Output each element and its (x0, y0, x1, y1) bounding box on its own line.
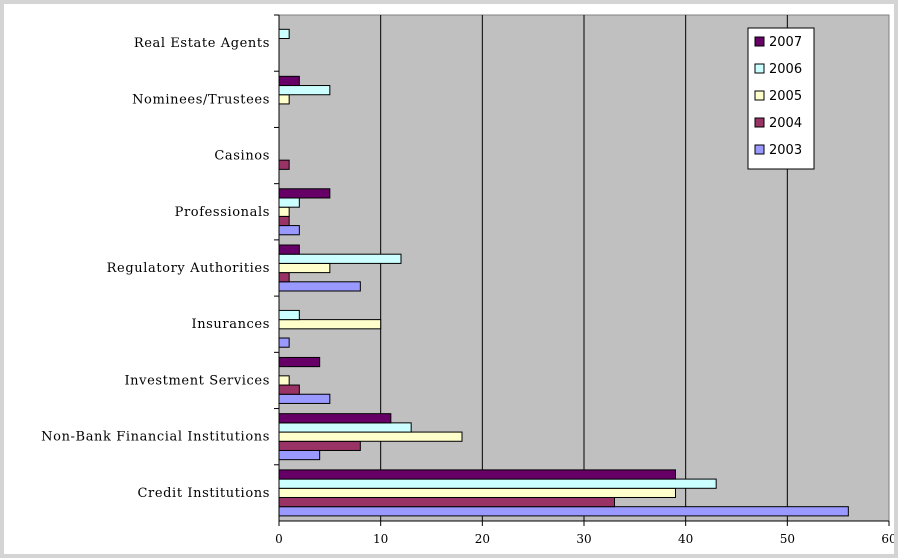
chart-frame: 0 10 20 30 40 50 60 Credit Institutions Non-Bank… (4, 4, 894, 554)
bar-2003 (278, 393, 331, 404)
bar-2004 (278, 496, 615, 508)
bar-2003 (278, 449, 321, 461)
bar-chart: 0 10 20 30 40 50 60 Credit Institutions Non-Bank… (41, 14, 894, 546)
category-label: Non-Bank Financial Institutions (41, 430, 270, 445)
legend-label: 2006 (769, 62, 802, 77)
bar-2003 (278, 506, 849, 517)
category-label: Credit Institutions (137, 486, 270, 501)
bar-2006 (278, 197, 300, 208)
bar-2007 (278, 244, 300, 255)
legend-label: 2004 (769, 116, 802, 131)
x-tick-label: 20 (475, 532, 490, 546)
bar-2006 (278, 85, 331, 96)
bar-2005 (278, 262, 331, 274)
legend-label: 2003 (769, 143, 802, 158)
bar-2007 (278, 413, 392, 424)
x-tick-label: 60 (881, 532, 894, 546)
category-label: Regulatory Authorities (107, 261, 270, 276)
legend-swatch (754, 144, 765, 155)
category-label: Casinos (214, 149, 270, 164)
legend-swatch (754, 117, 765, 128)
bar-2006 (278, 309, 300, 321)
category-label: Investment Services (124, 373, 270, 388)
legend-swatch (754, 63, 765, 74)
bar-2003 (278, 225, 300, 236)
bar-2004 (278, 272, 290, 283)
bar-2004 (278, 215, 290, 227)
bar-2006 (278, 422, 412, 433)
legend-label: 2007 (769, 35, 802, 50)
bar-2007 (278, 75, 300, 87)
x-tick-label: 30 (576, 532, 591, 546)
category-label: Professionals (175, 205, 270, 220)
bar-2005 (278, 319, 382, 330)
legend-swatch (754, 90, 765, 101)
bar-2003 (278, 281, 361, 292)
x-tick-label: 10 (373, 532, 388, 546)
bar-2005 (278, 487, 676, 498)
bar-2003 (278, 337, 290, 348)
bar-2006 (278, 28, 290, 40)
bar-2007 (278, 188, 331, 199)
bar-2005 (278, 206, 290, 217)
bar-2004 (278, 440, 361, 451)
bar-2005 (278, 431, 463, 442)
category-label: Insurances (191, 317, 270, 332)
bar-2007 (278, 469, 676, 480)
legend-label: 2005 (769, 89, 802, 104)
x-tick-label: 50 (780, 532, 795, 546)
bar-2006 (278, 253, 402, 264)
x-tick-label: 0 (275, 532, 283, 546)
category-label: Real Estate Agents (134, 36, 270, 51)
bar-2004 (278, 384, 300, 395)
legend-swatch (754, 36, 765, 47)
bar-2007 (278, 356, 321, 368)
category-label: Nominees/Trustees (132, 92, 270, 107)
x-tick-label: 40 (678, 532, 693, 546)
bar-2006 (278, 478, 717, 489)
bar-2005 (278, 94, 290, 105)
bar-2004 (278, 159, 290, 170)
bar-2005 (278, 375, 290, 386)
